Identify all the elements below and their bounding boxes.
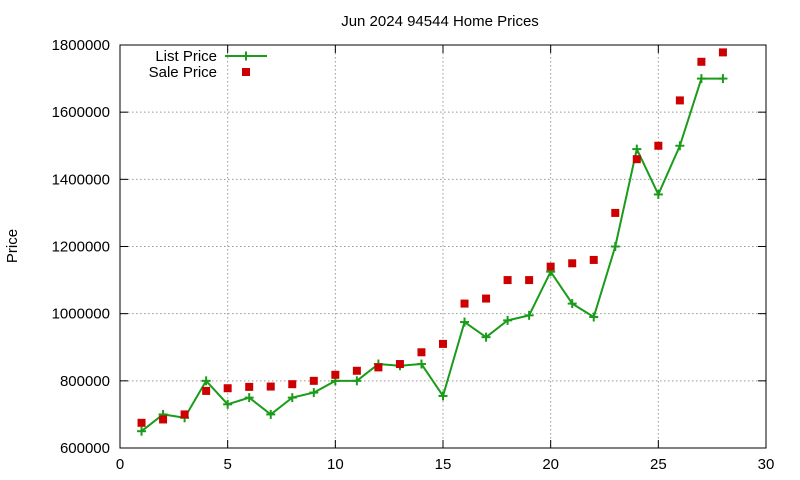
list-price-point bbox=[696, 74, 706, 84]
y-tick-label: 1600000 bbox=[52, 104, 110, 121]
sale-price-point bbox=[482, 294, 491, 303]
sale-price-point bbox=[223, 384, 232, 393]
list-price-point bbox=[675, 141, 685, 151]
x-tick-label: 15 bbox=[435, 456, 452, 473]
sale-price-point bbox=[331, 370, 340, 379]
legend-marker-sale-price bbox=[242, 68, 250, 76]
x-tick-label: 25 bbox=[650, 456, 667, 473]
list-price-point bbox=[718, 74, 728, 84]
sale-price-point bbox=[697, 57, 706, 66]
y-tick-label: 1200000 bbox=[52, 239, 110, 256]
list-price-point bbox=[416, 359, 426, 369]
sale-price-point bbox=[718, 48, 727, 57]
sale-price-point bbox=[245, 382, 254, 391]
list-price-point bbox=[352, 376, 362, 386]
sale-price-point bbox=[159, 415, 168, 424]
sale-price-point bbox=[654, 141, 663, 150]
list-price-point bbox=[632, 144, 642, 154]
list-price-point bbox=[223, 399, 233, 409]
sale-price-point bbox=[546, 262, 555, 271]
sale-price-point bbox=[352, 366, 361, 375]
sale-price-point bbox=[417, 348, 426, 357]
y-tick-label: 1800000 bbox=[52, 37, 110, 54]
sale-price-point bbox=[374, 363, 383, 372]
y-tick-label: 1000000 bbox=[52, 306, 110, 323]
list-price-point bbox=[309, 388, 319, 398]
sale-price-point bbox=[137, 418, 146, 427]
x-tick-label: 30 bbox=[758, 456, 775, 473]
list-price-point bbox=[137, 426, 147, 436]
sale-price-point bbox=[503, 276, 512, 285]
list-price-point bbox=[524, 310, 534, 320]
sale-price-point bbox=[525, 276, 534, 285]
x-tick-label: 10 bbox=[327, 456, 344, 473]
x-tick-label: 5 bbox=[223, 456, 231, 473]
sale-price-point bbox=[202, 386, 211, 395]
list-price-point bbox=[589, 312, 599, 322]
x-tick-label: 20 bbox=[542, 456, 559, 473]
y-tick-label: 600000 bbox=[60, 440, 110, 457]
x-tick-label: 0 bbox=[116, 456, 124, 473]
list-price-point bbox=[503, 315, 513, 325]
sale-price-point bbox=[611, 208, 620, 217]
list-price-point bbox=[201, 376, 211, 386]
sale-price-point bbox=[288, 380, 297, 389]
sale-price-point bbox=[266, 382, 275, 391]
sale-price-point bbox=[439, 339, 447, 348]
legend-label: List Price bbox=[155, 48, 217, 65]
y-tick-label: 800000 bbox=[60, 373, 110, 390]
list-price-line bbox=[140, 77, 723, 432]
sale-price-point bbox=[309, 376, 318, 385]
list-price-point bbox=[567, 299, 577, 309]
y-axis-label: Price bbox=[4, 229, 21, 263]
sale-price-point bbox=[568, 259, 577, 268]
sale-price-point bbox=[395, 360, 404, 369]
sale-price-point bbox=[632, 155, 641, 164]
series-marks bbox=[137, 48, 728, 436]
sale-price-point bbox=[180, 410, 189, 419]
sale-price-point bbox=[460, 299, 469, 308]
list-price-point bbox=[481, 332, 491, 342]
list-price-point bbox=[460, 317, 470, 327]
sale-price-point bbox=[589, 255, 598, 264]
list-price-point bbox=[610, 242, 620, 251]
list-price-point bbox=[653, 189, 663, 199]
legend-marker-list-price bbox=[241, 51, 251, 61]
y-tick-label: 1400000 bbox=[52, 171, 110, 188]
chart-title: Jun 2024 94544 Home Prices bbox=[341, 13, 539, 30]
grid-lines bbox=[120, 45, 766, 448]
list-price-point bbox=[266, 409, 276, 419]
list-price-point bbox=[287, 393, 297, 403]
legend-label: Sale Price bbox=[149, 64, 217, 81]
plot-frame bbox=[119, 44, 767, 449]
list-price-point bbox=[438, 391, 448, 401]
list-price-point bbox=[244, 393, 254, 403]
sale-price-point bbox=[675, 96, 684, 105]
axis-ticks: 0 5 10 15 20 25 30 600000 800000 1000000 1200000 14… bbox=[52, 37, 775, 473]
